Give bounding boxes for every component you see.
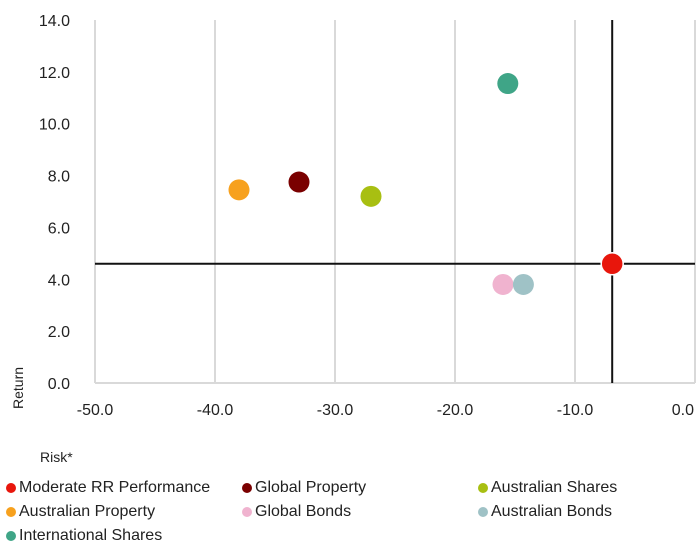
legend-marker (242, 483, 252, 493)
point-australian-shares (360, 185, 382, 207)
scatter-chart: -50.0 -40.0 -30.0 -20.0 -10.0 0.0 0.0 2.0 4.0 6.0… (10, 13, 696, 465)
point-australian-property (228, 179, 250, 201)
legend-marker (478, 483, 488, 493)
point-global-bonds (492, 273, 514, 295)
legend-label: International Shares (19, 527, 163, 544)
legend-item-global-bonds: Global Bonds (242, 502, 478, 522)
y-tick-label: 4.0 (48, 272, 70, 289)
y-tick-label: 2.0 (48, 324, 70, 341)
point-international-shares (497, 73, 519, 95)
legend-label: Australian Shares (491, 479, 618, 496)
point-moderate-rr-performance (600, 251, 624, 276)
x-tick-label: -10.0 (557, 402, 594, 419)
legend-label: Global Bonds (255, 503, 352, 520)
legend-item-international-shares: International Shares (6, 526, 242, 546)
y-tick-label: 14.0 (39, 13, 70, 30)
x-tick-label: -30.0 (317, 402, 354, 419)
legend-marker (6, 507, 16, 517)
legend-marker (6, 483, 16, 493)
legend-label: Australian Property (19, 503, 156, 520)
legend-label: Australian Bonds (491, 503, 612, 520)
x-tick-label: 0.0 (672, 402, 694, 419)
legend-marker (6, 531, 16, 541)
y-tick-label: 10.0 (39, 117, 70, 134)
legend-item-australian-property: Australian Property (6, 502, 242, 522)
legend-marker (478, 507, 488, 517)
x-tick-label: -50.0 (77, 402, 114, 419)
legend-label: Moderate RR Performance (19, 479, 211, 496)
x-tick-label: -20.0 (437, 402, 474, 419)
legend-item-australian-bonds: Australian Bonds (478, 502, 686, 522)
y-tick-label: 8.0 (48, 169, 70, 186)
legend-label: Global Property (255, 479, 367, 496)
legend-item-moderate-rr-performance: Moderate RR Performance (6, 478, 242, 498)
y-tick-label: 6.0 (48, 220, 70, 237)
y-axis-title: Return (10, 367, 26, 409)
x-tick-label: -40.0 (197, 402, 234, 419)
legend-item-global-property: Global Property (242, 478, 478, 498)
y-tick-label: 12.0 (39, 65, 70, 82)
y-tick-label: 0.0 (48, 376, 70, 393)
legend-marker (242, 507, 252, 517)
legend-item-australian-shares: Australian Shares (478, 478, 686, 498)
point-australian-bonds (512, 273, 534, 295)
point-global-property (288, 171, 310, 193)
x-axis-title: Risk* (40, 449, 73, 465)
legend: Moderate RR Performance Global Property Au… (6, 478, 686, 546)
